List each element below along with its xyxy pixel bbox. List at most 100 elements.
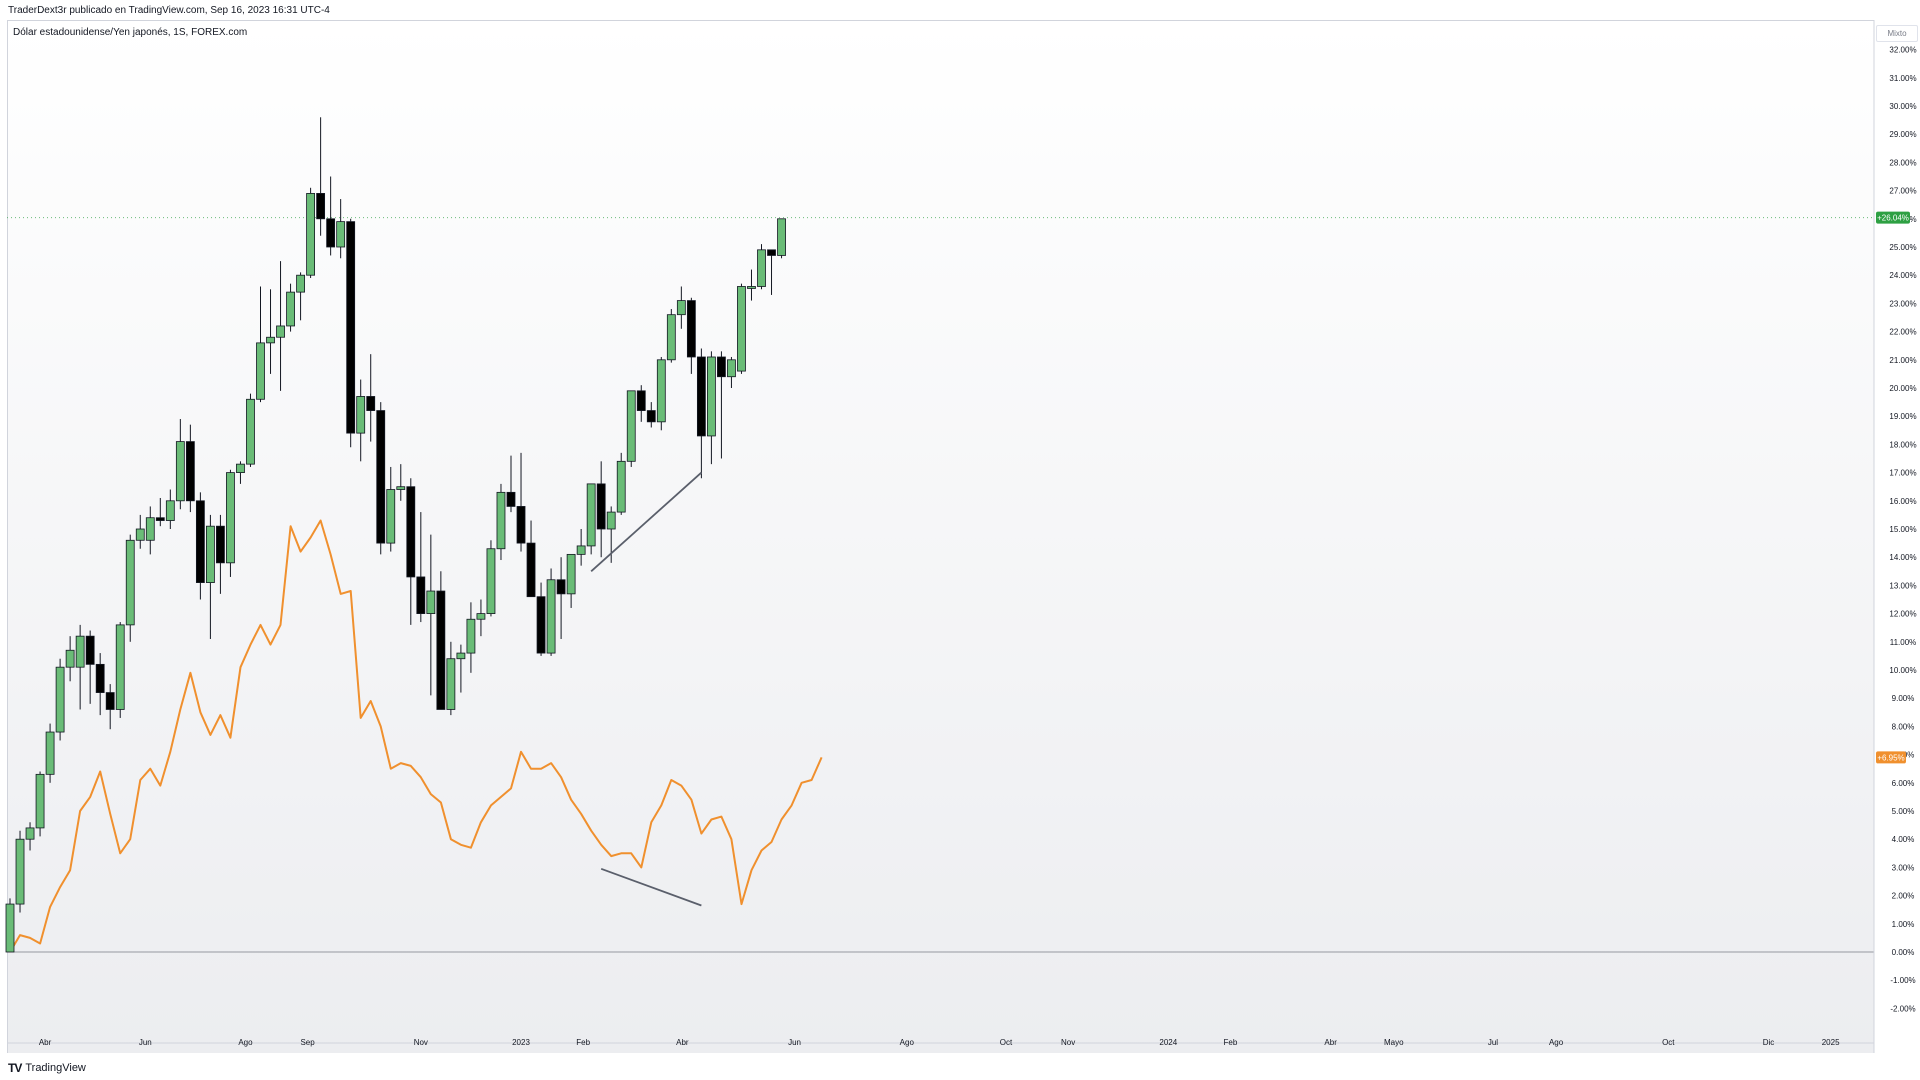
y-tick-label: 17.00% — [1889, 469, 1916, 478]
candle — [336, 199, 346, 259]
candle — [616, 452, 626, 515]
candle — [717, 351, 726, 459]
x-axis: Abr Jun Ago Sep Nov 2023 Feb Abr Jun Ago Oct Nov 202… — [7, 1038, 1874, 1047]
symbol-label[interactable]: Dólar estadounidense/Yen japonés, 1S, FO… — [13, 27, 248, 38]
candle — [55, 658, 65, 741]
candle-layer — [5, 117, 786, 953]
y-tick-label: 1.00% — [1892, 920, 1915, 929]
y-tick-label: 32.00% — [1889, 46, 1916, 55]
x-tick-label: Jul — [1488, 1038, 1498, 1047]
x-tick-label: Abr — [676, 1038, 689, 1047]
last-price-label: +26.04% — [1876, 211, 1910, 224]
chart-area[interactable] — [7, 20, 1874, 1053]
x-tick-label: Ago — [1549, 1038, 1564, 1047]
x-tick-label: 2024 — [1159, 1038, 1177, 1047]
y-tick-label: 21.00% — [1889, 356, 1916, 365]
scale-mode-button[interactable]: Mixto — [1876, 25, 1918, 42]
y-tick-label: 12.00% — [1889, 610, 1916, 619]
x-tick-label: Jun — [139, 1038, 152, 1047]
tradingview-logo[interactable]: TV TradingView — [8, 1061, 86, 1075]
candle — [326, 176, 336, 256]
candle-body — [25, 827, 35, 840]
candle — [416, 512, 426, 623]
candle — [757, 244, 766, 290]
candle — [506, 455, 516, 513]
x-tick-label: Ago — [238, 1038, 253, 1047]
candle-body — [195, 500, 205, 583]
candle-body — [626, 390, 636, 462]
candle — [526, 520, 536, 598]
candle-body — [316, 193, 326, 220]
last-price-label-text: +26.04% — [1877, 214, 1909, 223]
candle — [296, 272, 305, 321]
candle — [25, 822, 35, 851]
header-bar: TraderDext3r publicado en TradingView.co… — [0, 0, 1920, 20]
x-tick-label: Oct — [1662, 1038, 1675, 1047]
x-tick-label: 2025 — [1822, 1038, 1840, 1047]
candle — [486, 540, 496, 617]
candle — [446, 641, 456, 716]
y-tick-label: 0.00% — [1892, 948, 1915, 957]
y-tick-label: 8.00% — [1892, 722, 1915, 731]
candle — [175, 419, 185, 510]
y-tick-label: 20.00% — [1889, 384, 1916, 393]
candle-body — [45, 731, 55, 775]
candle — [376, 402, 386, 555]
candle — [165, 489, 175, 529]
candle — [65, 636, 75, 682]
candle — [346, 218, 356, 448]
candle — [266, 289, 275, 374]
grid-layer — [7, 217, 1874, 953]
x-tick-label: Nov — [414, 1038, 428, 1047]
candle-body — [737, 286, 746, 372]
candle-body — [5, 903, 15, 953]
candle-body — [556, 579, 566, 595]
y-tick-label: 14.00% — [1889, 553, 1916, 562]
candle-body — [286, 291, 295, 327]
candle-body — [15, 838, 25, 905]
y-tick-label: 3.00% — [1892, 863, 1915, 872]
candle-body — [226, 472, 235, 564]
candle-body — [777, 218, 786, 256]
candle-body — [406, 486, 416, 578]
candle-body — [606, 511, 616, 530]
candle-body — [416, 576, 426, 615]
candle — [536, 582, 546, 656]
footer-bar — [0, 1053, 1920, 1080]
y-tick-label: 22.00% — [1889, 328, 1916, 337]
x-tick-label: Feb — [576, 1038, 590, 1047]
y-tick-label: 24.00% — [1889, 271, 1916, 280]
candle-body — [506, 491, 516, 507]
candle-body — [55, 666, 65, 733]
candle — [436, 571, 446, 710]
candle-body — [85, 635, 95, 665]
candle — [666, 309, 676, 363]
candle-body — [386, 489, 396, 544]
candle-body — [546, 579, 556, 654]
candle — [696, 348, 706, 479]
candle — [496, 483, 506, 561]
candle-body — [446, 658, 456, 710]
candle — [246, 393, 255, 467]
candle-body — [366, 396, 376, 411]
x-tick-label: Mayo — [1384, 1038, 1404, 1047]
candle-body — [145, 517, 155, 541]
candle — [426, 534, 436, 696]
y-tick-label: 15.00% — [1889, 525, 1916, 534]
x-tick-label: Abr — [39, 1038, 52, 1047]
candle — [205, 514, 215, 639]
candle-body — [656, 359, 666, 423]
candle — [35, 771, 45, 837]
y-tick-label: 28.00% — [1889, 158, 1916, 167]
candle — [95, 653, 105, 716]
candle-body — [95, 663, 105, 693]
y-tick-label: 4.00% — [1892, 835, 1915, 844]
trendline-price — [590, 471, 702, 572]
y-tick-label: -2.00% — [1890, 1004, 1915, 1013]
x-tick-label: Nov — [1061, 1038, 1075, 1047]
candle-body — [35, 773, 45, 829]
trendline-layer — [590, 471, 702, 907]
candle-body — [596, 483, 606, 530]
candle-body — [717, 356, 726, 378]
